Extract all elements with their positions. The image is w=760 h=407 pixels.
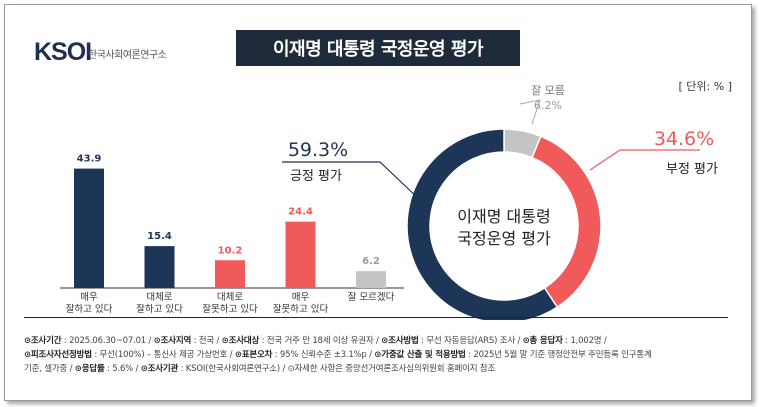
footnote-value: : KSOI(한국사회여론연구소) / xyxy=(178,364,288,374)
footnote-line-2: 기준, 셀가중 / ⊙응답률 : 5.6% / ⊙조사기관 : KSOI(한국사… xyxy=(24,362,742,376)
footnote-value: : 95% 신뢰수준 ±3.1%p / xyxy=(272,350,375,360)
positive-slice-name: 긍정 평가 xyxy=(290,169,342,184)
footnote-value: : 무선 자동응답(ARS) 조사 / xyxy=(418,336,523,346)
footnote-key: ⊙가중값 산출 및 적용방법 xyxy=(374,350,466,360)
footnote-key: ⊙조사기간 xyxy=(24,336,62,346)
positive-slice-value: 59.3% xyxy=(288,139,348,161)
bar-category-label-4: 잘 모르겠다 xyxy=(348,291,395,303)
bar-2 xyxy=(215,260,245,288)
unknown-callout-line xyxy=(519,99,541,125)
chart-frame xyxy=(4,4,752,401)
unknown-slice-value: 6.2% xyxy=(534,99,562,112)
bar-3 xyxy=(285,221,316,288)
bar-category-label-2: 대체로 xyxy=(217,292,243,303)
logo-brand: KSOI xyxy=(34,38,92,66)
footnote-value: : 2025.06.30~07.01 / xyxy=(61,336,154,346)
bar-category-label-3: 매우 xyxy=(292,292,310,303)
ksoi-logo: KSOI 한국사회여론연구소 xyxy=(34,38,194,66)
footnote-key: ⊙조사대상 xyxy=(221,336,260,346)
footnote-line-0: ⊙조사기간 : 2025.06.30~07.01 / ⊙조사지역 : 전국 / … xyxy=(24,334,742,348)
footnote-key: ⊙피조사자선정방법 xyxy=(24,350,92,360)
donut-center-label-2: 국정운영 평가 xyxy=(457,229,551,248)
footnote-value: ⊙자세한 사항은 중앙선거여론조사심의위원회 홈페이지 참조 xyxy=(287,364,496,374)
chart-title: 이재명 대통령 국정운영 평가 xyxy=(236,30,520,66)
donut-slice-2 xyxy=(406,128,559,320)
bar-category-label-3: 잘못하고 있다 xyxy=(273,303,329,315)
bar-value-label-4: 6.2 xyxy=(362,256,380,267)
footnote-key: ⊙조사방법 xyxy=(381,336,419,346)
donut-center-label-1: 이재명 대통령 xyxy=(457,207,550,226)
footnote-value: : 전국 / xyxy=(191,336,222,346)
negative-callout-line xyxy=(589,149,700,171)
positive-callout-line xyxy=(282,161,421,201)
footnote-value: : 1,002명 / xyxy=(562,336,607,346)
bar-category-label-1: 대체로 xyxy=(146,292,172,303)
unknown-slice-name: 잘 모름 xyxy=(531,84,565,97)
footnote-key: ⊙조사기관 xyxy=(140,364,179,374)
footnote-value: 기준, 셀가중 / xyxy=(24,364,75,374)
bar-0 xyxy=(74,168,104,288)
footnote-key: ⊙총 응답자 xyxy=(522,336,563,346)
negative-slice-name: 부정 평가 xyxy=(666,162,718,177)
bar-value-label-0: 43.9 xyxy=(77,154,102,165)
footnote-key: ⊙표본오차 xyxy=(234,350,273,360)
bar-1 xyxy=(144,246,175,288)
footnote-value: : 2025년 5월 말 기준 행정안전부 주민등록 인구통계 xyxy=(465,350,652,360)
bar-category-label-1: 잘하고 있다 xyxy=(136,303,183,315)
footer-divider xyxy=(24,317,728,318)
footnote-key: ⊙조사지역 xyxy=(153,336,192,346)
bar-value-label-1: 15.4 xyxy=(147,231,172,242)
footnote-value: : 5.6% / xyxy=(104,364,141,374)
bar-category-label-0: 잘하고 있다 xyxy=(66,303,113,315)
bar-category-label-2: 잘못하고 있다 xyxy=(202,303,258,315)
footnote-line-1: ⊙피조사자선정방법 : 무선(100%) – 통신사 제공 가상번호 / ⊙표본… xyxy=(24,348,742,362)
logo-org-name: 한국사회여론연구소 xyxy=(88,50,167,61)
bar-4 xyxy=(356,271,386,288)
bar-category-label-0: 매우 xyxy=(80,292,98,303)
bar-value-label-3: 24.4 xyxy=(288,207,313,218)
negative-slice-value: 34.6% xyxy=(654,128,714,150)
footnote-value: : 전국 거주 만 18세 이상 유권자 / xyxy=(259,336,382,346)
unit-label: [ 단위: % ] xyxy=(678,80,732,93)
bar-value-label-2: 10.2 xyxy=(218,245,243,256)
survey-footnote: ⊙조사기간 : 2025.06.30~07.01 / ⊙조사지역 : 전국 / … xyxy=(24,334,742,376)
footnote-key: ⊙응답률 xyxy=(74,364,105,374)
footnote-value: : 무선(100%) – 통신사 제공 가상번호 / xyxy=(91,350,235,360)
